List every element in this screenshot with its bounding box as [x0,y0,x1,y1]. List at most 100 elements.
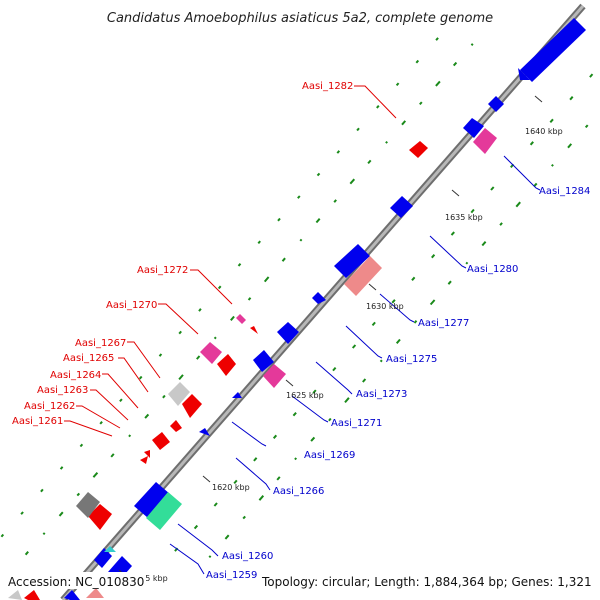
gene-tRNA-green[interactable] [146,492,182,530]
gc-dash-25 [549,118,554,123]
gc-dash-14 [344,397,350,404]
gene-tRNA-cyan[interactable] [104,546,116,552]
gene-label-aasi-1260[interactable]: Aasi_1260 [222,551,273,562]
gene-label-aasi-1269[interactable]: Aasi_1269 [304,450,355,461]
gene-label-aasi-1263[interactable]: Aasi_1263 [37,385,88,396]
accession-backdrop [4,572,146,589]
gene-label-aasi-1284[interactable]: Aasi_1284 [539,186,590,197]
gc-dash-17 [294,457,298,461]
gene-rRNA-pink-1[interactable] [473,128,497,154]
gene-forward-1[interactable] [409,141,428,158]
gene-gray-forward-2[interactable] [8,590,22,600]
gc-dash-66 [110,453,115,458]
gene-label-aasi-1277[interactable]: Aasi_1277 [418,318,469,329]
gene-reverse-8[interactable] [253,350,274,372]
gc-dash-35 [351,344,357,349]
gc-dash-49 [401,120,407,126]
gc-dash-63 [162,394,166,399]
gene-rRNA-pink-2[interactable] [263,364,286,388]
gc-dash-21 [224,534,230,540]
gc-dash-36 [332,366,337,372]
tick-label-1615: 1615 kbp [130,574,168,583]
gc-dash-2 [551,163,554,167]
gene-darkgray-forward[interactable] [76,492,100,518]
gene-label-aasi-1267[interactable]: Aasi_1267 [75,338,126,349]
gene-reverse-6[interactable] [312,292,326,304]
gene-pink-forward-2[interactable] [200,342,222,364]
gc-dash-77 [336,150,341,154]
gc-dash-4 [515,201,521,208]
gc-dash-69 [58,511,64,517]
gene-pseudo-salmon[interactable] [344,256,382,296]
gc-dash-41 [233,479,238,485]
gene-label-aasi-1275[interactable]: Aasi_1275 [386,354,437,365]
gc-dash-81 [257,240,261,245]
gc-dash-19 [258,495,265,501]
gc-dash-73 [415,59,420,64]
gc-dash-59 [230,315,235,321]
gene-reverse-12[interactable] [94,548,112,568]
gc-dash-31 [431,254,436,259]
gene-reverse-3[interactable] [463,118,484,138]
gene-label-aasi-1272[interactable]: Aasi_1272 [137,265,188,276]
gene-gray-forward[interactable] [168,382,190,406]
gene-label-aasi-1270[interactable]: Aasi_1270 [106,300,157,311]
gene-reverse-2[interactable] [488,96,504,112]
gc-dash-18 [276,476,281,481]
tick-label-1640: 1640 kbp [525,127,563,136]
leader-lines-left [64,85,397,437]
gene-forward-7[interactable] [144,450,150,458]
accession-text: Accession: NC_010830 [8,575,144,589]
gc-dash-71 [24,551,29,556]
gene-forward-2[interactable] [250,326,258,334]
gene-label-aasi-1259[interactable]: Aasi_1259 [206,570,257,581]
gc-dash-78 [316,172,321,177]
gene-label-aasi-1264[interactable]: Aasi_1264 [50,370,101,381]
gene-label-aasi-1273[interactable]: Aasi_1273 [356,389,407,400]
gene-forward-10[interactable] [24,590,40,600]
gc-dash-33 [391,299,396,304]
gc-dash-91 [59,466,64,470]
gc-dash-23 [589,73,594,78]
gene-forward-4[interactable] [182,394,202,418]
gene-forward-5[interactable] [170,420,182,432]
gene-reverse-9[interactable] [232,392,242,398]
gc-dash-30 [450,231,455,236]
gene-reverse-5[interactable] [334,244,370,278]
gene-reverse-7[interactable] [277,322,299,344]
gc-dash-87 [138,375,143,380]
gc-dash-16 [310,436,316,442]
gc-dash-67 [92,472,99,478]
gc-dash-90 [79,443,84,448]
gc-dash-53 [333,199,337,203]
gc-dash-29 [470,208,475,214]
tick-label-1620: 1620 kbp [212,483,250,492]
gene-label-aasi-1262[interactable]: Aasi_1262 [24,401,75,412]
gene-forward-6[interactable] [152,432,170,450]
gene-reverse-14[interactable] [64,590,80,600]
gene-label-aasi-1265[interactable]: Aasi_1265 [63,353,114,364]
gene-label-aasi-1280[interactable]: Aasi_1280 [467,264,518,275]
gc-dash-76 [356,127,360,132]
gene-reverse-10[interactable] [199,428,210,436]
gene-reverse-1[interactable] [518,18,586,82]
gc-content-track [0,37,594,559]
gc-dash-80 [277,217,281,222]
gene-reverse-4[interactable] [390,196,413,218]
gene-forward-3[interactable] [217,354,236,376]
gc-dash-94 [0,533,5,538]
gene-pink-forward-1[interactable] [236,314,246,324]
gc-dash-11 [395,338,401,344]
gc-dash-54 [315,218,321,224]
gene-forward-8[interactable] [140,456,148,464]
gene-label-aasi-1282[interactable]: Aasi_1282 [302,81,353,92]
gene-label-aasi-1266[interactable]: Aasi_1266 [273,486,324,497]
gene-label-aasi-1261[interactable]: Aasi_1261 [12,416,63,427]
gene-label-aasi-1271[interactable]: Aasi_1271 [331,418,382,429]
gene-forward-9[interactable] [88,504,112,530]
gene-reverse-11[interactable] [134,482,170,518]
gc-dash-10 [413,320,418,324]
gc-dash-85 [178,330,182,335]
gc-dash-92 [40,488,44,493]
gene-salmon-2[interactable] [86,588,104,598]
